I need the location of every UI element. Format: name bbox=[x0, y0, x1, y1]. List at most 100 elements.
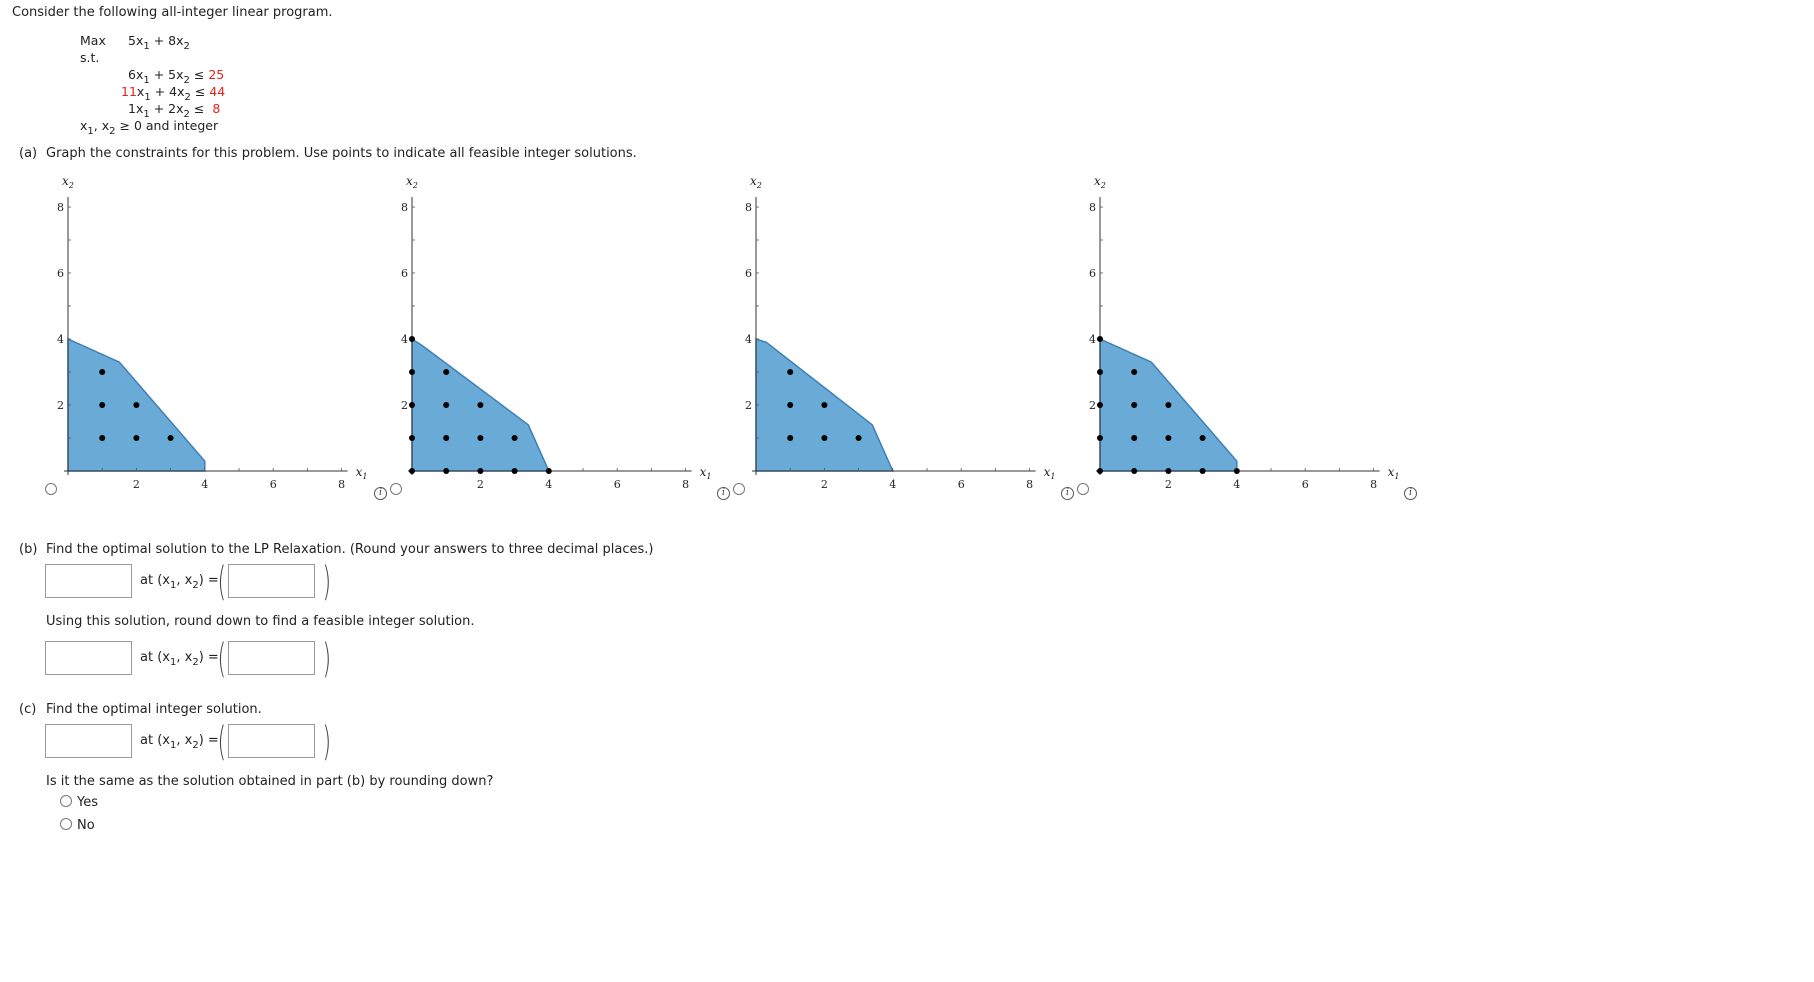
max-label: Max bbox=[80, 33, 106, 48]
graph-option-1: 2 4 6 8 2 4 6 8 x1 x2 bbox=[40, 174, 440, 591]
integer-point bbox=[477, 402, 484, 408]
info-icon[interactable]: i bbox=[1061, 487, 1074, 500]
no-label: No bbox=[77, 818, 95, 833]
x2-axis-sub: 2 bbox=[756, 181, 762, 190]
integer-point bbox=[409, 369, 415, 375]
graph-option-3: 2 4 6 8 2 4 6 8 x1 x2 bbox=[728, 174, 1128, 591]
y-tick-label: 8 bbox=[745, 201, 752, 214]
open-paren: ( bbox=[217, 559, 227, 605]
y-tick-label: 4 bbox=[745, 333, 752, 346]
y-tick-label: 2 bbox=[745, 399, 752, 412]
graph-option-3-radio[interactable] bbox=[733, 483, 745, 495]
part-b-label: (b) bbox=[19, 542, 38, 557]
integer-point bbox=[167, 435, 174, 441]
integer-point bbox=[1233, 468, 1240, 474]
x2-axis-sub: 2 bbox=[68, 181, 74, 190]
x1-axis-sub: 1 bbox=[1050, 472, 1055, 481]
info-icon[interactable]: i bbox=[374, 487, 387, 500]
integer-point bbox=[99, 402, 106, 408]
open-paren: ( bbox=[217, 636, 227, 682]
at-point-label: at (x1, x2) = bbox=[140, 733, 219, 751]
graph-option-1-radio[interactable] bbox=[45, 483, 57, 495]
x1-axis-sub: 1 bbox=[706, 472, 711, 481]
integer-point bbox=[1165, 468, 1172, 474]
x2-axis-sub: 2 bbox=[1100, 181, 1106, 190]
close-paren: ) bbox=[322, 636, 332, 682]
info-icon[interactable]: i bbox=[717, 487, 730, 500]
integer-point bbox=[1097, 402, 1103, 408]
x2-axis-sub: 2 bbox=[412, 181, 418, 190]
y-tick-label: 4 bbox=[1089, 333, 1096, 346]
integer-value-input[interactable] bbox=[45, 724, 132, 758]
nonnegativity-constraint: x1, x2 ≥ 0 and integer bbox=[80, 118, 219, 137]
x1-axis-sub: 1 bbox=[1394, 472, 1399, 481]
integer-point bbox=[133, 402, 140, 408]
x-tick-label: 4 bbox=[201, 478, 208, 491]
x-tick-label: 6 bbox=[1302, 478, 1309, 491]
integer-point bbox=[545, 468, 552, 474]
y-tick-label: 8 bbox=[1089, 201, 1096, 214]
rounded-point-input[interactable] bbox=[228, 641, 315, 675]
graph-3-svg: 2 4 6 8 2 4 6 8 x1 x2 bbox=[745, 174, 1055, 491]
y-tick-label: 4 bbox=[401, 333, 408, 346]
no-radio[interactable] bbox=[60, 818, 72, 830]
y-tick-label: 6 bbox=[57, 267, 64, 280]
integer-point bbox=[1097, 468, 1103, 474]
integer-point bbox=[511, 435, 518, 441]
integer-point bbox=[787, 435, 794, 441]
rounded-value-input[interactable] bbox=[45, 641, 132, 675]
info-icon[interactable]: i bbox=[1404, 487, 1417, 500]
integer-point bbox=[409, 435, 415, 441]
y-tick-label: 2 bbox=[401, 399, 408, 412]
open-paren: ( bbox=[217, 719, 227, 765]
graph-2-svg: 2 4 6 8 2 4 6 8 x1 x2 bbox=[401, 174, 711, 491]
yes-radio[interactable] bbox=[60, 795, 72, 807]
integer-point bbox=[443, 369, 450, 375]
x1-axis-label: x1 bbox=[1388, 465, 1400, 481]
x-tick-label: 2 bbox=[133, 478, 140, 491]
constraint-2: 11x1 + 4x2 ≤ 44 bbox=[121, 84, 226, 103]
integer-point bbox=[511, 468, 518, 474]
at-point-label: at (x1, x2) = bbox=[140, 573, 219, 591]
y-tick-label: 8 bbox=[401, 201, 408, 214]
part-a-label: (a) bbox=[19, 146, 38, 161]
integer-point bbox=[133, 435, 140, 441]
x-tick-label: 8 bbox=[338, 478, 345, 491]
x2-axis-label: x2 bbox=[406, 174, 418, 190]
part-a-text: Graph the constraints for this problem. … bbox=[46, 146, 637, 161]
x-tick-label: 4 bbox=[889, 478, 896, 491]
x-tick-label: 8 bbox=[1026, 478, 1033, 491]
integer-point bbox=[99, 435, 106, 441]
problem-intro: Consider the following all-integer linea… bbox=[12, 5, 333, 20]
integer-point bbox=[409, 336, 415, 342]
lp-relaxation-point-input[interactable] bbox=[228, 564, 315, 598]
integer-point bbox=[787, 402, 794, 408]
graph-4-svg: 2 4 6 8 2 4 6 8 x1 x2 bbox=[1089, 174, 1400, 491]
integer-point bbox=[409, 468, 415, 474]
integer-point-input[interactable] bbox=[228, 724, 315, 758]
integer-point bbox=[477, 468, 484, 474]
lp-relaxation-value-input[interactable] bbox=[45, 564, 132, 598]
constraint-3: 1x1 + 2x2 ≤ 8 bbox=[128, 101, 221, 120]
graph-option-2-radio[interactable] bbox=[390, 483, 402, 495]
part-c-text: Find the optimal integer solution. bbox=[46, 702, 262, 717]
x-tick-label: 8 bbox=[682, 478, 689, 491]
part-b-text: Find the optimal solution to the LP Rela… bbox=[46, 542, 654, 557]
st-label: s.t. bbox=[80, 50, 100, 65]
integer-point bbox=[1131, 435, 1138, 441]
graph-option-4-radio[interactable] bbox=[1077, 483, 1089, 495]
y-tick-label: 6 bbox=[1089, 267, 1096, 280]
at-point-label: at (x1, x2) = bbox=[140, 650, 219, 668]
integer-point bbox=[443, 435, 450, 441]
x-tick-label: 4 bbox=[1233, 478, 1240, 491]
integer-point bbox=[1199, 435, 1206, 441]
integer-point bbox=[821, 435, 828, 441]
x1-axis-sub: 1 bbox=[362, 472, 367, 481]
x-tick-label: 6 bbox=[270, 478, 277, 491]
round-down-text: Using this solution, round down to find … bbox=[46, 614, 475, 629]
x-tick-label: 6 bbox=[958, 478, 965, 491]
y-tick-label: 6 bbox=[745, 267, 752, 280]
yes-label: Yes bbox=[77, 795, 98, 810]
integer-point bbox=[409, 402, 415, 408]
integer-point bbox=[1131, 369, 1138, 375]
